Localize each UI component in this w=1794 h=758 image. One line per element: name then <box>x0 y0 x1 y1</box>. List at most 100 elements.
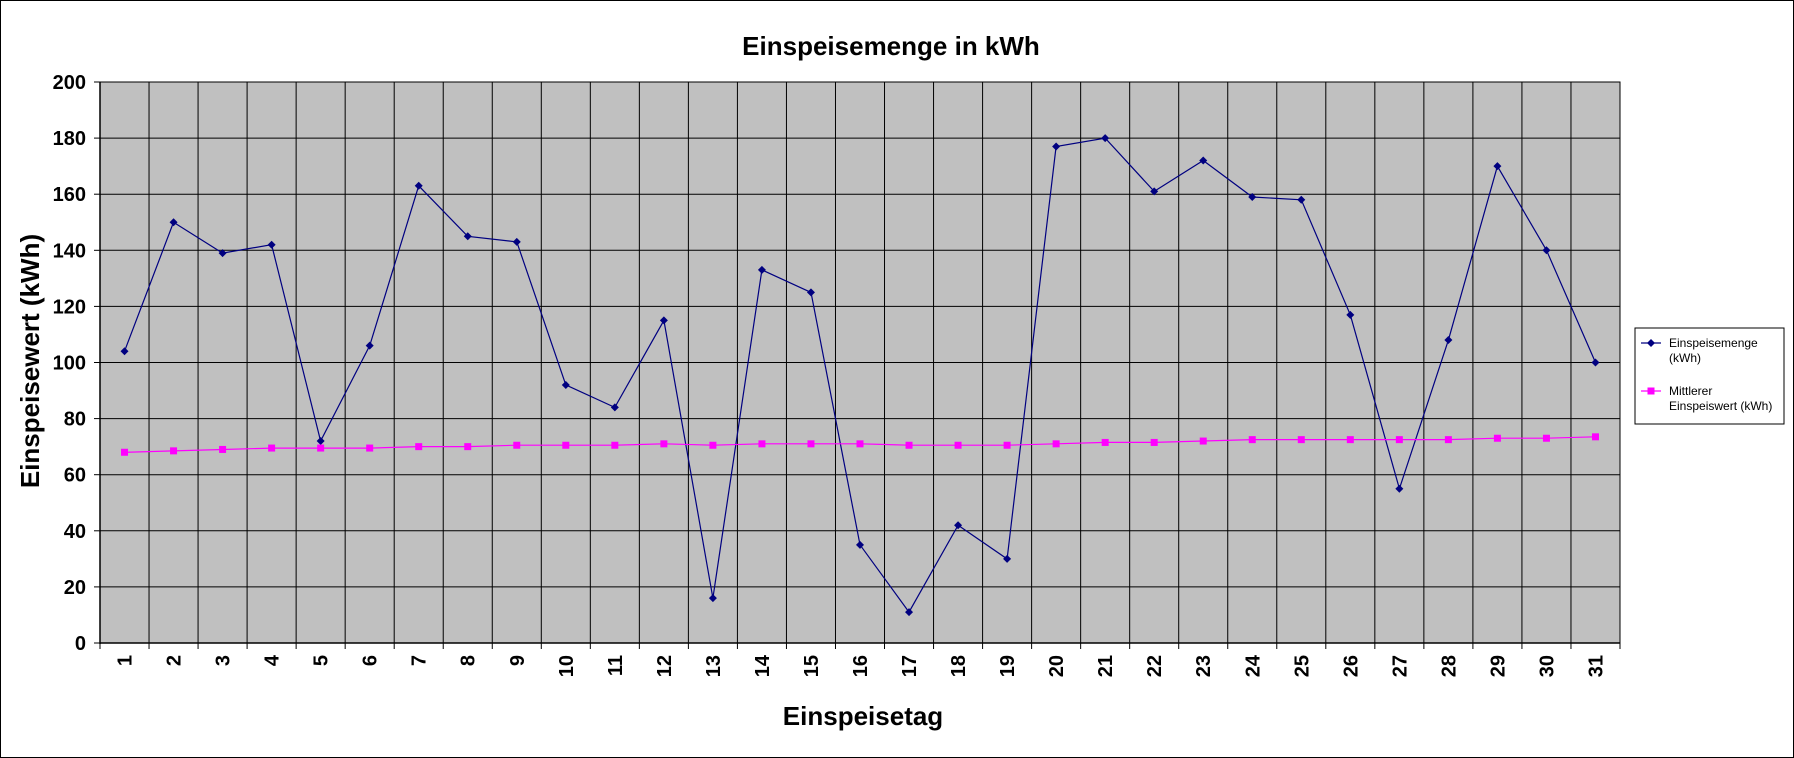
data-point <box>1101 438 1109 446</box>
data-point <box>562 441 570 449</box>
y-tick-label: 100 <box>53 353 86 375</box>
data-point <box>219 445 227 453</box>
data-point <box>1101 134 1110 143</box>
y-axis-title: Einspeisewert (kWh) <box>15 234 45 488</box>
data-point <box>414 181 423 190</box>
data-point <box>1444 436 1452 444</box>
x-tick-label: 11 <box>605 655 627 676</box>
x-tick-label: 26 <box>1340 655 1362 677</box>
data-point <box>317 444 325 452</box>
y-tick-label: 60 <box>64 465 86 487</box>
x-tick-label: 14 <box>752 654 774 677</box>
data-point <box>807 440 815 448</box>
data-point <box>1248 436 1256 444</box>
data-point <box>856 540 864 549</box>
x-tick-label: 24 <box>1242 654 1264 677</box>
data-point <box>1150 187 1159 196</box>
data-point <box>905 608 914 617</box>
data-point <box>757 265 766 274</box>
y-tick-label: 200 <box>53 72 86 94</box>
x-tick-label: 23 <box>1193 655 1215 677</box>
data-point <box>1591 433 1599 441</box>
legend-label: Mittlerer Einspeiswert (kWh) <box>1669 384 1772 413</box>
data-point <box>169 218 178 227</box>
chart-title: Einspeisemenge in kWh <box>742 31 1040 61</box>
legend-box <box>1634 327 1785 425</box>
data-point <box>806 288 815 297</box>
data-point <box>267 240 276 249</box>
data-point <box>1199 437 1207 445</box>
data-point <box>1493 162 1502 171</box>
y-tick-label: 80 <box>64 409 86 431</box>
data-point <box>1297 195 1306 204</box>
data-point <box>1248 193 1257 202</box>
y-tick-label: 40 <box>64 521 86 543</box>
x-tick-label: 16 <box>850 655 872 677</box>
data-point <box>1493 434 1501 442</box>
data-point <box>170 447 178 455</box>
x-tick-label: 18 <box>948 655 970 677</box>
x-tick-label: 9 <box>507 655 529 666</box>
data-point <box>611 441 619 449</box>
legend-label: Einspeisemenge (kWh) <box>1669 336 1758 365</box>
x-tick-label: 27 <box>1389 655 1411 677</box>
x-tick-label: 7 <box>409 655 431 666</box>
data-point <box>316 437 325 446</box>
data-point <box>1395 436 1403 444</box>
x-tick-label: 29 <box>1487 655 1509 677</box>
data-point <box>463 232 472 241</box>
data-point <box>1591 358 1600 367</box>
data-point <box>758 440 766 448</box>
data-point <box>512 237 521 246</box>
data-point <box>659 316 668 325</box>
data-point <box>513 441 521 449</box>
x-tick-label: 10 <box>556 655 578 677</box>
data-point <box>1542 246 1551 255</box>
data-point <box>856 440 864 448</box>
x-tick-label: 19 <box>997 655 1019 677</box>
data-point <box>708 594 717 603</box>
x-tick-label: 4 <box>262 654 284 666</box>
x-tick-label: 1 <box>115 655 137 666</box>
data-point <box>954 441 962 449</box>
x-tick-label: 6 <box>360 655 382 666</box>
data-point <box>218 249 227 258</box>
y-tick-label: 120 <box>53 296 86 318</box>
data-point <box>660 440 668 448</box>
legend: Einspeisemenge (kWh) Mittlerer Einspeiswert… <box>1634 327 1785 425</box>
x-tick-label: 21 <box>1095 655 1117 677</box>
data-point <box>1052 440 1060 448</box>
x-tick-label: 13 <box>703 655 725 677</box>
data-point <box>1346 436 1354 444</box>
legend-marker <box>1647 339 1655 347</box>
data-point <box>561 380 570 389</box>
x-tick-label: 28 <box>1438 655 1460 677</box>
y-tick-label: 0 <box>75 633 86 655</box>
x-axis-title: Einspeisetag <box>783 701 943 731</box>
series-2 <box>121 433 1599 456</box>
x-tick-label: 22 <box>1144 655 1166 677</box>
data-point <box>1444 336 1453 345</box>
data-point <box>905 441 913 449</box>
y-tick-label: 20 <box>64 577 86 599</box>
legend-marker <box>1647 387 1655 395</box>
data-point <box>464 443 472 451</box>
data-point <box>121 448 129 456</box>
data-point <box>268 444 276 452</box>
x-tick-label: 20 <box>1046 655 1068 677</box>
data-point <box>1052 142 1061 151</box>
y-tick-label: 160 <box>53 184 86 206</box>
data-point <box>1003 554 1012 563</box>
x-tick-label: 30 <box>1536 655 1558 677</box>
data-point <box>120 347 129 356</box>
data-point <box>365 341 374 350</box>
data-point <box>1199 156 1208 165</box>
x-tick-label: 31 <box>1585 655 1607 677</box>
x-tick-label: 25 <box>1291 655 1313 677</box>
data-point <box>954 521 963 530</box>
data-point <box>415 443 423 451</box>
x-tick-label: 3 <box>213 655 235 666</box>
